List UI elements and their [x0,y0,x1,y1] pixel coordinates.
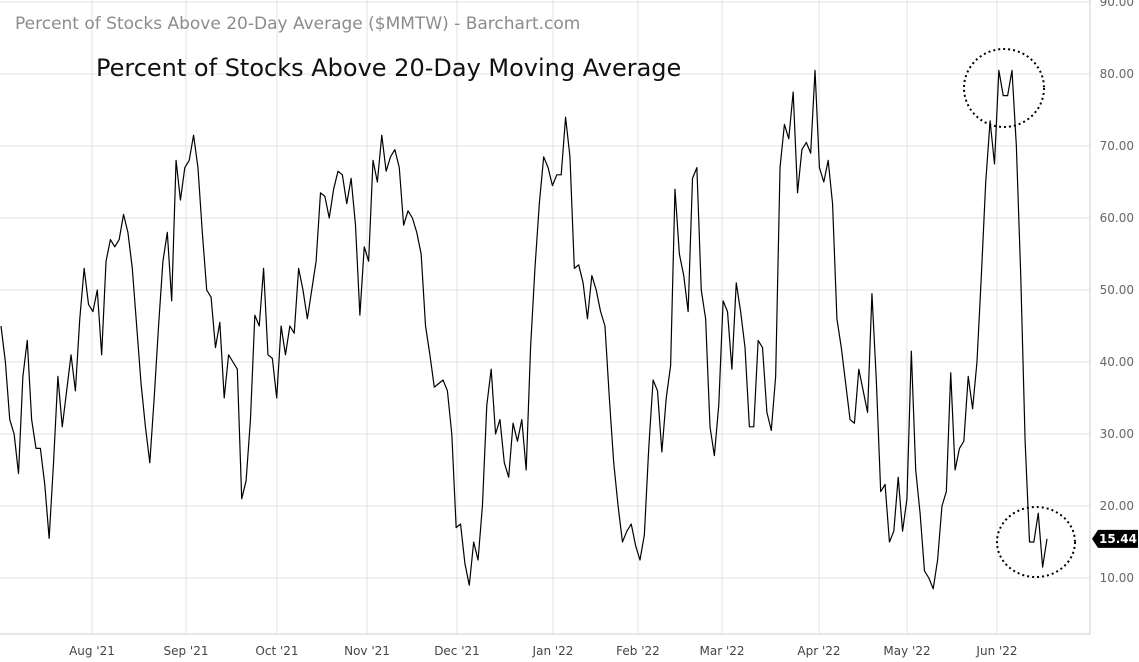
chart-title: Percent of Stocks Above 20-Day Moving Av… [96,54,681,82]
series-line [0,69,1048,590]
x-tick-label: Aug '21 [69,644,115,658]
x-tick-label: Jun '22 [975,644,1017,658]
annotation-layer [963,48,1076,578]
y-tick-label: 10.00 [1100,571,1134,585]
x-tick-label: Dec '21 [434,644,480,658]
y-tick-label: 70.00 [1100,139,1134,153]
annotation-circle-top [963,48,1045,128]
x-tick-label: Mar '22 [699,644,744,658]
y-tick-label: 50.00 [1100,283,1134,297]
x-tick-label: Oct '21 [255,644,298,658]
y-tick-label: 80.00 [1100,67,1134,81]
x-tick-label: Apr '22 [797,644,840,658]
y-tick-label: 20.00 [1100,499,1134,513]
x-tick-label: Jan '22 [532,644,574,658]
x-tick-label: Feb '22 [616,644,660,658]
last-value-badge: 15.44 [1092,529,1138,548]
y-tick-label: 40.00 [1100,355,1134,369]
x-tick-label: Nov '21 [344,644,390,658]
y-tick-label: 30.00 [1100,427,1134,441]
last-value-label: 15.44 [1099,532,1137,546]
last-value-badge-shape [1092,529,1138,548]
annotation-circle-bottom [996,506,1076,578]
x-tick-label: Sep '21 [164,644,209,658]
y-tick-label: 60.00 [1100,211,1134,225]
x-tick-label: May '22 [883,644,930,658]
line-layer [0,69,1048,590]
chart-header: Percent of Stocks Above 20-Day Average (… [15,14,580,34]
y-tick-label: 90.00 [1100,0,1134,9]
